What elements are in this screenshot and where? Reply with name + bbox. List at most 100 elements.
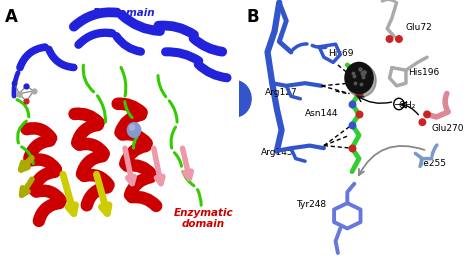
Circle shape (346, 64, 376, 97)
Point (348, 146, 356, 150)
Point (359, 73, 367, 77)
FancyArrowPatch shape (118, 104, 142, 112)
Point (358, 71, 366, 75)
Text: Glu270: Glu270 (432, 124, 464, 133)
FancyArrowPatch shape (125, 146, 146, 164)
FancyArrowPatch shape (154, 148, 163, 184)
FancyArrowPatch shape (77, 125, 98, 143)
FancyArrowPatch shape (97, 174, 109, 213)
FancyArrowPatch shape (74, 114, 99, 123)
FancyArrowPatch shape (158, 76, 166, 97)
FancyArrowPatch shape (39, 203, 59, 221)
FancyArrowPatch shape (84, 175, 109, 185)
Point (10, 81, 18, 85)
FancyArrowPatch shape (49, 49, 74, 67)
FancyArrowPatch shape (83, 65, 94, 92)
FancyArrowPatch shape (125, 148, 134, 184)
Text: Glu72: Glu72 (406, 23, 433, 32)
FancyArrowPatch shape (98, 96, 106, 122)
FancyArrowPatch shape (18, 121, 27, 143)
Text: Arg127: Arg127 (265, 88, 298, 97)
Text: Asn144: Asn144 (305, 109, 338, 118)
Text: OH₂: OH₂ (399, 101, 416, 110)
Text: His196: His196 (408, 68, 439, 77)
FancyArrowPatch shape (79, 33, 112, 45)
FancyArrowPatch shape (79, 144, 104, 154)
FancyArrowPatch shape (165, 52, 199, 61)
FancyArrowPatch shape (193, 38, 222, 52)
FancyArrowPatch shape (132, 197, 156, 206)
FancyArrowPatch shape (21, 158, 32, 170)
FancyArrowPatch shape (183, 172, 194, 186)
FancyArrowPatch shape (117, 36, 141, 52)
Point (395, 37, 403, 41)
Point (348, 102, 356, 106)
FancyArrowPatch shape (22, 179, 32, 195)
FancyArrowPatch shape (120, 115, 141, 133)
FancyArrowPatch shape (125, 102, 132, 118)
FancyArrowPatch shape (122, 134, 147, 143)
FancyArrowPatch shape (121, 67, 126, 96)
Circle shape (345, 62, 373, 94)
Text: Ile255: Ile255 (418, 159, 446, 168)
Text: B: B (246, 8, 259, 26)
FancyArrowPatch shape (169, 101, 177, 122)
Point (348, 123, 356, 127)
Point (15, 92, 23, 96)
Point (361, 70, 368, 74)
Circle shape (128, 123, 141, 137)
Point (355, 92, 363, 96)
FancyArrowPatch shape (17, 100, 29, 117)
FancyArrowPatch shape (36, 191, 61, 200)
FancyArrowPatch shape (134, 127, 138, 133)
Point (357, 82, 365, 86)
Point (386, 37, 393, 41)
Point (351, 74, 358, 78)
FancyArrowPatch shape (134, 137, 137, 148)
FancyArrowPatch shape (171, 127, 175, 148)
FancyArrowPatch shape (445, 93, 447, 109)
FancyArrowPatch shape (34, 172, 55, 190)
Text: His69: His69 (328, 49, 354, 58)
Point (23, 84, 30, 88)
Point (346, 81, 354, 85)
Point (356, 67, 364, 71)
Point (351, 81, 359, 85)
FancyArrowPatch shape (82, 156, 102, 174)
FancyArrowPatch shape (174, 153, 182, 166)
FancyArrowPatch shape (130, 177, 150, 195)
Text: −: − (394, 100, 402, 110)
FancyArrowPatch shape (74, 12, 117, 27)
Circle shape (130, 125, 135, 130)
Point (30, 89, 37, 93)
FancyArrowPatch shape (31, 159, 56, 169)
FancyArrowPatch shape (122, 15, 160, 31)
FancyArrowPatch shape (198, 190, 201, 205)
Circle shape (218, 81, 251, 117)
FancyArrowPatch shape (87, 187, 107, 205)
FancyArrowPatch shape (432, 145, 437, 156)
FancyArrowPatch shape (198, 64, 227, 78)
FancyArrowPatch shape (158, 25, 194, 35)
FancyArrowPatch shape (312, 46, 326, 48)
FancyArrowPatch shape (383, 0, 394, 1)
FancyArrowPatch shape (63, 174, 75, 213)
Point (350, 71, 357, 75)
FancyArrowPatch shape (20, 47, 45, 68)
Point (359, 75, 367, 79)
FancyArrowPatch shape (293, 44, 307, 50)
Point (23, 99, 30, 103)
FancyArrowPatch shape (27, 128, 51, 138)
Text: Prodomain: Prodomain (93, 8, 156, 18)
FancyArrowPatch shape (127, 165, 152, 174)
Point (419, 120, 426, 124)
FancyArrowPatch shape (29, 141, 50, 159)
Point (353, 71, 360, 75)
Text: A: A (5, 8, 18, 26)
Point (423, 112, 431, 116)
Text: Enzymatic
domain: Enzymatic domain (173, 207, 233, 229)
Text: Tyr248: Tyr248 (296, 200, 326, 209)
FancyArrowPatch shape (182, 148, 191, 178)
Text: Arg145: Arg145 (261, 148, 293, 157)
Point (355, 112, 363, 116)
